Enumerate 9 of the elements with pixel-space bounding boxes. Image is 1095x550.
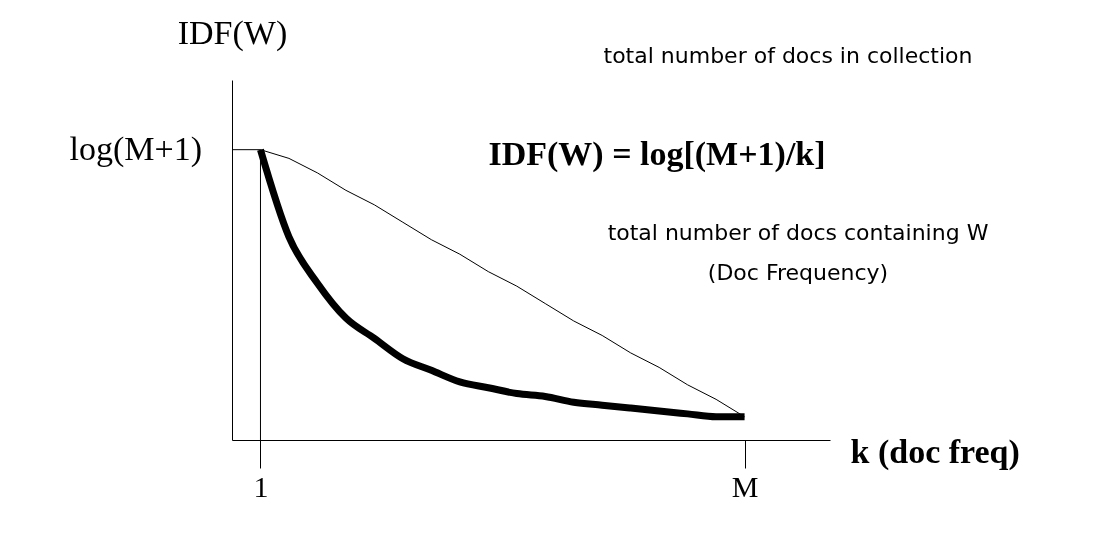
x-tick-label: M <box>731 469 759 503</box>
annotation: total number of docs containing W <box>607 220 989 245</box>
x-tick-label: 1 <box>253 469 269 503</box>
y-axis-title: IDF(W) <box>177 13 288 52</box>
x-axis-title: k (doc freq) <box>850 432 1020 471</box>
text: total number of docs in collection <box>603 43 973 68</box>
annotation: IDF(W) = log[(M+1)/k] <box>488 135 826 173</box>
annotation: (Doc Frequency) <box>707 260 889 285</box>
text: log(M+1) <box>69 130 202 168</box>
